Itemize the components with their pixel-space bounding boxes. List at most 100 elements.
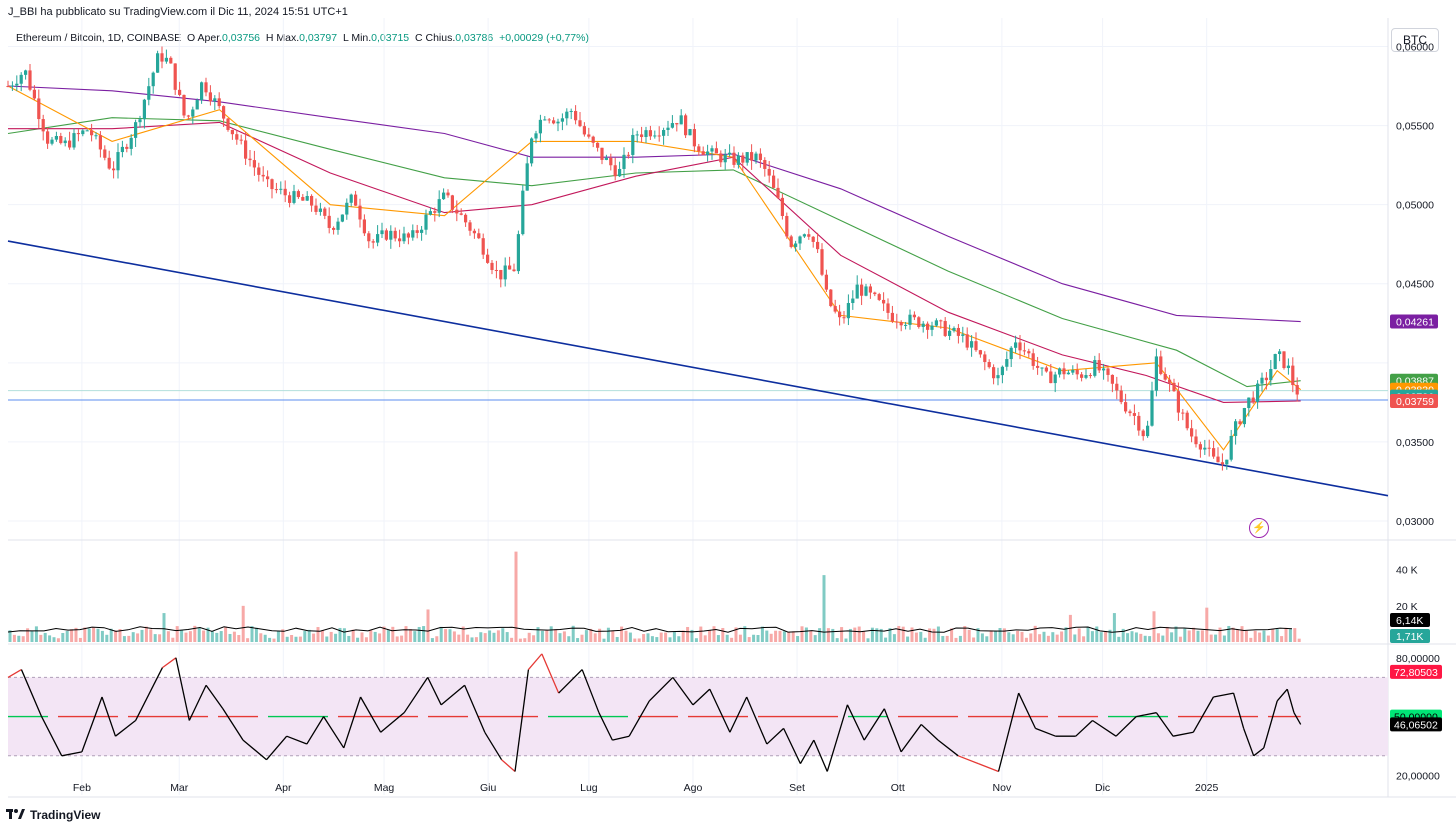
- volume-bar: [527, 632, 531, 642]
- candle-body: [1150, 390, 1154, 426]
- candle-body: [569, 110, 573, 112]
- rsi-line-segment: [1232, 692, 1245, 729]
- volume-bar: [840, 627, 844, 642]
- candle-body: [666, 127, 670, 130]
- rsi-line-segment: [937, 739, 959, 757]
- candle-body: [846, 303, 850, 319]
- volume-bar: [83, 627, 87, 642]
- candle-body: [992, 367, 996, 379]
- candle-body: [1176, 391, 1180, 413]
- volume-bar: [1002, 628, 1006, 642]
- volume-bar: [906, 636, 910, 642]
- volume-bar: [114, 630, 118, 642]
- candle-body: [890, 312, 894, 322]
- candle-body: [516, 234, 520, 272]
- volume-bar: [1143, 635, 1147, 642]
- lightning-icon[interactable]: ⚡: [1249, 518, 1269, 538]
- candle-body: [824, 274, 828, 290]
- volume-bar: [325, 636, 329, 642]
- volume-bar: [730, 637, 734, 642]
- candle-body: [72, 133, 76, 148]
- volume-bar: [70, 629, 74, 642]
- candle-body: [160, 53, 164, 62]
- close-value: 0,03786: [455, 32, 494, 44]
- candle-body: [208, 92, 212, 102]
- candle-body: [1071, 369, 1075, 373]
- volume-bar: [316, 627, 320, 642]
- candle-body: [635, 134, 639, 136]
- candle-body: [719, 153, 723, 163]
- candle-body: [710, 148, 714, 152]
- candle-body: [1014, 342, 1018, 348]
- volume-bar: [699, 626, 703, 642]
- trendline: [7, 240, 1389, 497]
- candle-body: [1031, 353, 1035, 366]
- volume-bar: [96, 628, 100, 642]
- rsi-badge-text: 46,06502: [1394, 719, 1438, 731]
- open-value: 0,03756: [222, 32, 261, 44]
- candle-body: [565, 111, 569, 119]
- candle-body: [1124, 402, 1128, 412]
- volume-bar: [976, 628, 980, 642]
- volume-bar: [386, 630, 390, 642]
- volume-bar: [615, 637, 619, 642]
- candle-body: [587, 134, 591, 137]
- volume-bar: [294, 636, 298, 642]
- volume-bar: [356, 637, 360, 642]
- volume-bar: [633, 638, 637, 642]
- rsi-line-segment: [783, 728, 801, 764]
- candle-body: [1238, 421, 1242, 425]
- rsi-line-segment: [1018, 692, 1037, 729]
- candle-body: [939, 320, 943, 322]
- volume-bar: [681, 630, 685, 642]
- rsi-line-segment: [440, 684, 466, 706]
- currency-button[interactable]: BTC: [1391, 28, 1439, 52]
- volume-bar: [1104, 631, 1108, 642]
- volume-bar: [818, 628, 822, 642]
- volume-bar: [237, 635, 241, 642]
- tradingview-logo-icon: [6, 809, 25, 819]
- volume-bar: [122, 636, 126, 642]
- volume-bar: [532, 635, 536, 642]
- moving-average-line: [8, 121, 1301, 403]
- candle-body: [1102, 368, 1106, 371]
- candle-body: [41, 119, 45, 132]
- volume-bar: [620, 626, 624, 642]
- volume-bar: [382, 626, 386, 642]
- candle-body: [574, 110, 578, 121]
- candle-body: [811, 236, 815, 242]
- volume-bar: [118, 629, 122, 642]
- volume-bar: [826, 628, 830, 642]
- volume-bar: [1108, 629, 1112, 642]
- volume-bar: [932, 628, 936, 642]
- candle-body: [1053, 374, 1057, 384]
- candle-body: [1062, 368, 1066, 375]
- volume-bar: [791, 631, 795, 642]
- candle-body: [1040, 367, 1044, 369]
- candle-body: [292, 191, 296, 203]
- rsi-line-segment: [1092, 719, 1117, 737]
- candle-body: [266, 176, 270, 180]
- volume-bar: [43, 632, 47, 642]
- volume-bar: [206, 627, 210, 642]
- candle-body: [1146, 425, 1150, 437]
- candle-body: [1260, 377, 1264, 384]
- volume-bar: [276, 630, 280, 642]
- candle-body: [151, 72, 155, 87]
- rsi-line-segment: [101, 696, 117, 737]
- volume-bar: [1007, 632, 1011, 642]
- volume-bar: [589, 628, 593, 642]
- candle-body: [362, 219, 366, 234]
- volume-bar: [884, 637, 888, 642]
- candle-body: [1234, 421, 1238, 436]
- volume-bar: [646, 633, 650, 642]
- rsi-line-segment: [359, 696, 382, 733]
- candle-body: [1009, 347, 1013, 360]
- candle-body: [807, 234, 811, 237]
- candle-body: [714, 148, 718, 154]
- volume-badge-text: 1,71K: [1396, 631, 1423, 643]
- price-tick-label: 0,04500: [1396, 279, 1434, 291]
- candle-body: [1229, 435, 1233, 460]
- volume-bar: [910, 627, 914, 642]
